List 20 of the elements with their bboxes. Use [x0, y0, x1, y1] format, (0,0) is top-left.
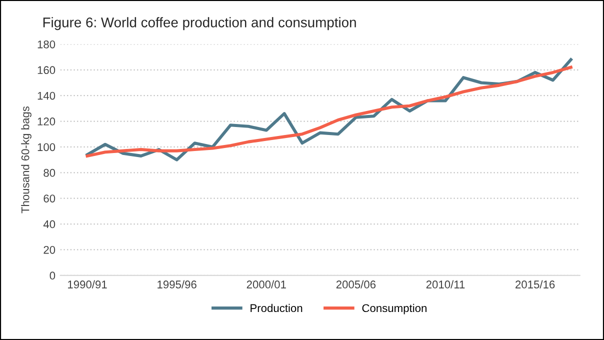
y-tick-label: 180	[38, 40, 56, 48]
legend-label: Production	[250, 304, 302, 312]
x-tick-label: 2005/06	[336, 280, 376, 288]
y-tick-label: 80	[44, 168, 56, 177]
chart-title: Figure 6: World coffee production and consumption	[43, 17, 356, 30]
y-tick-label: 40	[43, 220, 56, 228]
x-tick-label: 1990/91	[68, 280, 107, 288]
y-tick-label: 20	[44, 246, 56, 254]
legend-label: Consumption	[362, 304, 426, 314]
x-tick-label: 2015/16	[516, 280, 555, 288]
y-tick-label: 100	[38, 143, 56, 152]
x-tick-label: 1995/96	[158, 280, 196, 288]
y-tick-label: 0	[50, 272, 56, 280]
x-tick-label: 2000/01	[246, 280, 286, 288]
y-tick-label: 140	[38, 92, 56, 100]
y-tick-label: 120	[38, 118, 56, 126]
y-tick-label: 60	[44, 194, 56, 202]
y-axis-title: Thousand 60-kg bags	[21, 106, 32, 214]
x-tick-label: 2010/11	[426, 280, 465, 288]
y-tick-label: 160	[38, 66, 56, 74]
